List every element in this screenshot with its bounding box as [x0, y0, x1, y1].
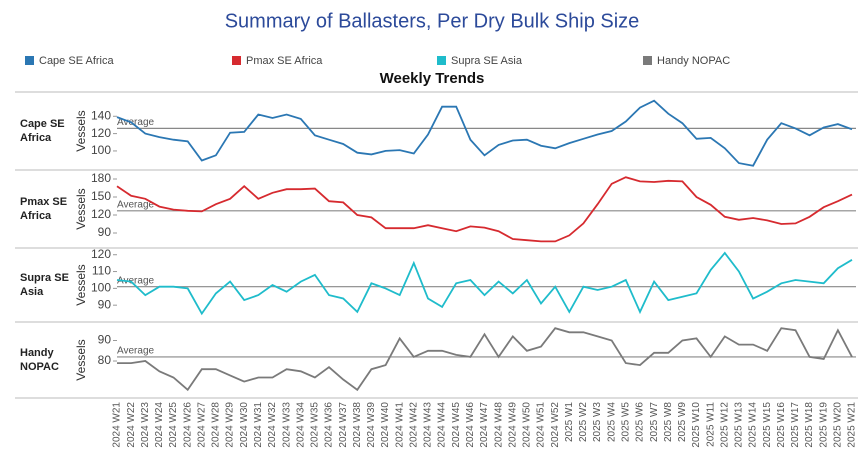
- y-axis-label: Vessels: [74, 339, 88, 380]
- x-tick-label: 2024 W40: [380, 402, 391, 448]
- y-tick-label: 90: [98, 333, 112, 347]
- x-tick-label: 2024 W45: [451, 402, 462, 448]
- legend-swatch: [437, 56, 446, 65]
- x-tick-label: 2024 W41: [394, 402, 405, 448]
- y-tick-label: 150: [91, 189, 111, 203]
- y-tick-label: 120: [91, 247, 111, 261]
- x-tick-label: 2025 W19: [818, 402, 829, 448]
- x-tick-label: 2025 W14: [748, 402, 759, 448]
- x-tick-label: 2024 W39: [366, 402, 377, 448]
- x-tick-label: 2024 W34: [295, 402, 306, 448]
- y-tick-label: 140: [91, 108, 111, 122]
- y-tick-label: 100: [91, 143, 111, 157]
- chart-title: Summary of Ballasters, Per Dry Bulk Ship…: [225, 10, 640, 32]
- legend-swatch: [643, 56, 652, 65]
- legend-label: Handy NOPAC: [657, 55, 730, 67]
- series-line: [116, 99, 853, 167]
- legend-swatch: [25, 56, 34, 65]
- x-tick-label: 2024 W46: [465, 402, 476, 448]
- panel-label: Handy NOPAC: [20, 347, 59, 373]
- x-tick-label: 2025 W2: [578, 402, 589, 442]
- x-tick-label: 2025 W13: [734, 402, 745, 448]
- y-axis-label: Vessels: [74, 188, 88, 229]
- x-tick-label: 2024 W26: [182, 402, 193, 448]
- x-tick-label: 2024 W28: [211, 402, 222, 448]
- series-line: [116, 176, 853, 243]
- legend-swatch: [232, 56, 241, 65]
- panel-label: Pmax SE Africa: [20, 196, 68, 222]
- chart-subtitle: Weekly Trends: [380, 70, 485, 87]
- x-tick-label: 2024 W23: [140, 402, 151, 448]
- x-tick-label: 2024 W32: [267, 402, 278, 448]
- legend-label: Cape SE Africa: [39, 55, 114, 67]
- x-tick-label: 2024 W30: [239, 402, 250, 448]
- y-tick-label: 90: [98, 297, 112, 311]
- y-tick-label: 120: [91, 207, 111, 221]
- x-tick-label: 2024 W22: [126, 402, 137, 448]
- x-tick-label: 2024 W37: [338, 402, 349, 448]
- y-axis-label: Vessels: [74, 264, 88, 305]
- y-tick-label: 110: [92, 264, 111, 278]
- x-tick-label: 2024 W21: [112, 402, 123, 448]
- x-tick-label: 2025 W15: [762, 402, 773, 448]
- x-tick-label: 2024 W31: [253, 402, 264, 448]
- y-tick-label: 80: [98, 353, 112, 367]
- x-tick-label: 2024 W25: [168, 402, 179, 448]
- x-tick-label: 2025 W12: [719, 402, 730, 448]
- legend-label: Supra SE Asia: [451, 55, 523, 67]
- x-tick-label: 2025 W9: [677, 402, 688, 442]
- x-tick-label: 2024 W27: [196, 402, 207, 448]
- x-tick-label: 2025 W8: [663, 402, 674, 442]
- reference-label: Average: [117, 117, 155, 128]
- x-tick-label: 2024 W36: [324, 402, 335, 448]
- x-tick-label: 2025 W5: [620, 402, 631, 442]
- series-line: [116, 251, 853, 316]
- x-tick-label: 2025 W6: [635, 402, 646, 442]
- x-tick-label: 2025 W21: [847, 402, 858, 448]
- series-line: [117, 327, 853, 392]
- x-tick-label: 2025 W3: [592, 402, 603, 442]
- x-tick-label: 2024 W50: [522, 402, 533, 448]
- reference-label: Average: [117, 275, 155, 286]
- x-tick-label: 2024 W42: [408, 402, 419, 448]
- y-tick-label: 180: [91, 171, 111, 185]
- x-tick-label: 2024 W35: [310, 402, 321, 448]
- x-tick-label: 2025 W7: [649, 402, 660, 442]
- reference-label: Average: [117, 199, 155, 210]
- x-tick-label: 2025 W1: [564, 402, 575, 442]
- x-tick-label: 2025 W20: [833, 402, 844, 448]
- y-tick-label: 120: [91, 126, 111, 140]
- x-tick-label: 2024 W47: [479, 402, 490, 448]
- x-tick-label: 2024 W51: [536, 402, 547, 448]
- panel-label: Supra SE Asia: [20, 272, 69, 298]
- x-tick-label: 2024 W33: [281, 402, 292, 448]
- x-tick-label: 2024 W24: [154, 402, 165, 448]
- panel-label: Cape SE Africa: [20, 118, 65, 144]
- x-tick-label: 2024 W38: [352, 402, 363, 448]
- x-tick-label: 2024 W48: [493, 402, 504, 448]
- x-tick-label: 2025 W10: [691, 402, 702, 448]
- y-tick-label: 90: [98, 225, 112, 239]
- x-tick-label: 2025 W4: [606, 402, 617, 442]
- x-tick-label: 2025 W18: [804, 402, 815, 448]
- y-axis-label: Vessels: [74, 110, 88, 151]
- y-tick-label: 100: [91, 281, 111, 295]
- x-tick-label: 2024 W49: [507, 402, 518, 448]
- x-tick-label: 2024 W52: [550, 402, 561, 448]
- x-tick-label: 2024 W29: [225, 402, 236, 448]
- legend-label: Pmax SE Africa: [246, 55, 323, 67]
- reference-label: Average: [117, 346, 155, 357]
- x-tick-label: 2025 W11: [705, 402, 716, 447]
- x-tick-label: 2025 W16: [776, 402, 787, 448]
- x-tick-label: 2024 W44: [437, 402, 448, 448]
- x-tick-label: 2025 W17: [790, 402, 801, 448]
- x-tick-label: 2024 W43: [423, 402, 434, 448]
